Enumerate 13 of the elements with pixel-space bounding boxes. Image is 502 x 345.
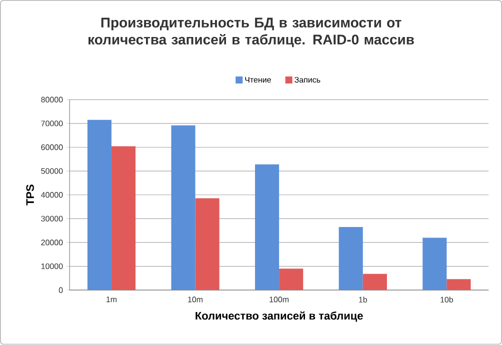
chart-title: Производительность БД в зависимости от количества записей в таблице. RAID-0 массив [88,18,414,48]
bar [362,274,387,290]
x-axis-title: Количество записей в таблице [196,312,363,322]
bar [338,227,363,290]
bar [111,146,136,290]
bar [195,198,220,290]
bar [422,238,447,290]
bar [171,126,196,290]
y-axis-title: TPS [26,184,34,206]
bar [87,120,112,290]
bar [279,268,304,290]
bar [255,164,280,290]
bar [446,279,471,290]
